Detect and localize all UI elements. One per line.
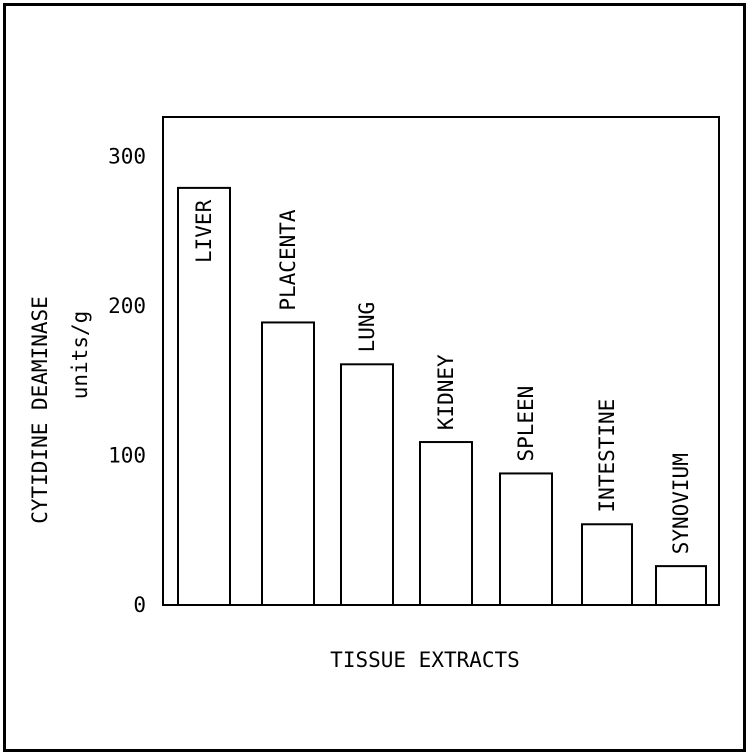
bar-kidney: [419, 441, 473, 607]
bar-lung: [340, 363, 394, 606]
y-tick-label: 0: [133, 593, 146, 617]
bar-liver: [177, 186, 231, 607]
bar-labels: LIVER PLACENTA LUNG KIDNEY SPLEEN INTESTINE SY…: [192, 199, 693, 554]
y-tick-labels: 0 100 200 300: [108, 145, 146, 618]
bar-label-placenta: PLACENTA: [276, 209, 300, 311]
bar-label-kidney: KIDNEY: [434, 354, 458, 430]
bar-label-intestine: INTESTINE: [595, 399, 619, 513]
y-axis-label-line2: units/g: [68, 311, 92, 400]
bars-group: [177, 186, 707, 607]
bar-placenta: [261, 321, 315, 606]
bar-label-spleen: SPLEEN: [514, 386, 538, 462]
bar-synovium: [655, 565, 707, 607]
bar-label-lung: LUNG: [355, 302, 379, 353]
bar-label-synovium: SYNOVIUM: [669, 453, 693, 554]
y-tick-label: 200: [108, 294, 146, 318]
bar-spleen: [499, 472, 553, 606]
y-tick-label: 100: [108, 444, 146, 468]
bar-label-liver: LIVER: [192, 199, 216, 263]
bar-intestine: [581, 523, 633, 607]
y-axis-label-line1: CYTIDINE DEAMINASE: [28, 296, 52, 524]
x-axis-label: TISSUE EXTRACTS: [330, 648, 520, 672]
y-tick-label: 300: [108, 145, 146, 169]
